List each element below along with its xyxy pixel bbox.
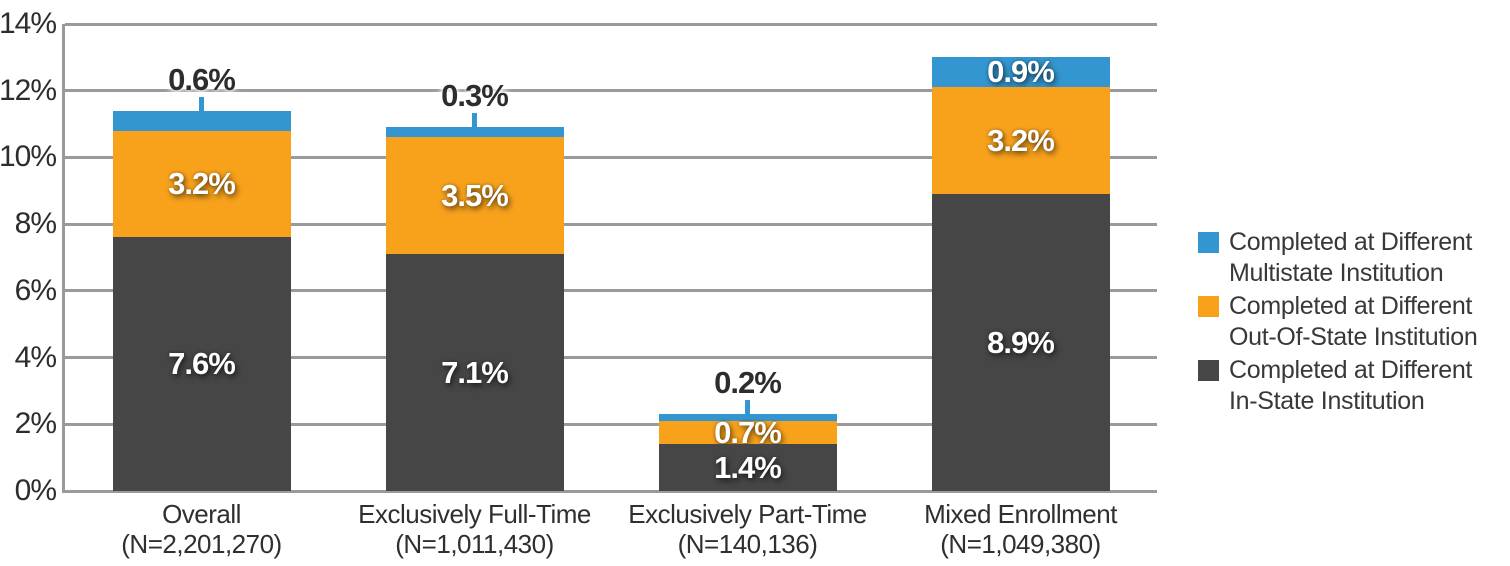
segment-value-label: 0.7% [714,414,782,450]
category-label: Exclusively Full-Time [358,499,591,529]
y-tick-label: 8% [14,207,57,241]
category-label: Mixed Enrollment [924,499,1117,529]
y-tick-label: 12% [0,73,57,107]
x-tick-label: Exclusively Part-Time (N=140,136) [611,499,884,559]
x-tick-label: Mixed Enrollment (N=1,049,380) [884,499,1157,559]
legend-label-multistate: Completed at Different Multistate Instit… [1229,227,1472,289]
callout-value-label: 0.6% [168,61,236,97]
bar-segment [658,414,837,421]
bar-group: 0.6% 3.2% 7.6% [112,63,291,491]
gridline [65,289,1157,293]
category-label: Exclusively Part-Time [628,499,867,529]
y-tick-label: 10% [0,140,57,174]
legend-label-in-state: Completed at Different In-State Institut… [1229,355,1472,417]
gridline [65,89,1157,93]
bar-segment: 8.9% [931,194,1110,491]
bar-segment: 7.6% [112,237,291,491]
gridline [65,22,1157,26]
bar-segment [112,110,291,131]
callout-line [199,96,204,111]
legend-swatch-multistate-icon [1198,232,1219,253]
bar-segment: 7.1% [385,254,564,491]
y-axis: 0% 2% 4% 6% 8% 10% 12% 14% [0,8,58,507]
bar-group: 0.3% 3.5% 7.1% [385,80,564,491]
y-tick-label: 4% [14,340,57,374]
legend-label-out-of-state: Completed at Different Out-Of-State Inst… [1229,291,1478,353]
callout-value-label: 0.3% [441,78,509,114]
gridline [65,489,1157,493]
legend-label-line: Multistate Institution [1229,259,1444,287]
legend-item-in-state: Completed at Different In-State Institut… [1198,355,1477,417]
x-axis: Overall (N=2,201,270) Exclusively Full-Tim… [65,499,1157,563]
legend-swatch-out-of-state-icon [1198,296,1219,317]
category-n-label: (N=1,011,430) [395,529,554,559]
callout-line [745,400,750,415]
segment-value-label: 7.1% [441,354,509,390]
gridline [65,422,1157,426]
x-tick-label: Overall (N=2,201,270) [65,499,338,559]
category-label: Overall [162,499,241,529]
category-n-label: (N=1,049,380) [940,529,1101,559]
gridline [65,155,1157,159]
callout-value-label: 0.2% [714,365,782,401]
plot-area: 0.6% 3.2% 7.6% 0.3% 3.5% 7.1% 0.2% 0.7% 1.4% 0.9%… [62,22,1157,493]
legend-item-multistate: Completed at Different Multistate Instit… [1198,227,1477,289]
bar-group: 0.9% 3.2% 8.9% [931,54,1110,491]
legend-label-line: In-State Institution [1229,387,1425,415]
legend: Completed at Different Multistate Instit… [1198,227,1478,419]
x-tick-label: Exclusively Full-Time (N=1,011,430) [338,499,611,559]
bar-segment: 1.4% [658,444,837,491]
bar-segment: 0.7% [658,415,837,450]
y-tick-label: 14% [0,7,57,40]
bar-segment: 0.9% [931,54,1110,90]
category-n-label: (N=2,201,270) [121,529,282,559]
legend-label-line: Completed at Different [1229,228,1473,256]
gridline [65,222,1157,226]
legend-item-out-of-state: Completed at Different Out-Of-State Inst… [1198,291,1478,353]
y-tick-label: 6% [14,273,57,307]
bar-segment [385,127,564,138]
legend-label-line: Completed at Different [1229,292,1473,320]
legend-swatch-in-state-icon [1198,360,1219,381]
legend-label-line: Out-Of-State Institution [1229,323,1478,351]
bar-group: 0.2% 0.7% 1.4% [658,367,837,491]
y-axis-line [62,24,65,493]
y-tick-label: 0% [14,474,57,507]
segment-value-label: 3.5% [441,177,509,213]
segment-value-label: 3.2% [168,166,236,202]
category-n-label: (N=140,136) [677,529,818,559]
segment-value-label: 0.9% [987,54,1055,90]
segment-value-label: 7.6% [168,346,236,382]
bar-segment: 3.2% [112,130,291,238]
gridline [65,356,1157,360]
legend-label-line: Completed at Different [1229,356,1473,384]
bar-segment: 3.5% [385,137,564,255]
callout-line [472,113,477,128]
segment-value-label: 8.9% [987,324,1055,360]
y-tick-label: 2% [14,407,57,441]
segment-value-label: 3.2% [987,122,1055,158]
bar-segment: 3.2% [931,87,1110,195]
segment-value-label: 1.4% [714,449,782,485]
